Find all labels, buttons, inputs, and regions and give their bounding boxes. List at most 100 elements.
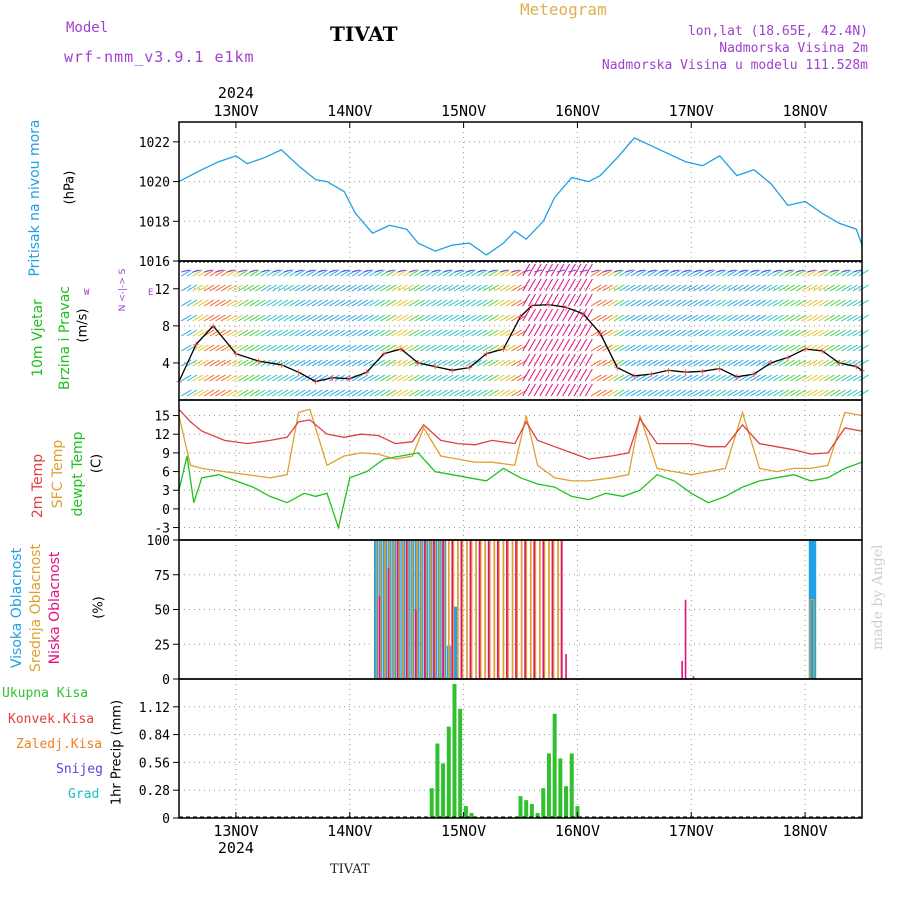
wind-barb	[750, 389, 761, 397]
wind-barb	[220, 359, 232, 367]
wind-barb	[716, 344, 727, 352]
wind-barb	[852, 269, 864, 277]
cloud-bar-mid	[489, 539, 495, 680]
wind-barb	[306, 269, 317, 277]
wind-barb	[186, 359, 198, 367]
wind-barb	[442, 284, 454, 292]
wind-barb	[579, 278, 588, 292]
precip-unit: 1hr Precip (mm)	[109, 699, 125, 806]
wind-barb	[357, 344, 368, 352]
wind-barb	[653, 314, 664, 322]
wind-barb	[494, 359, 505, 367]
wind-barb	[727, 284, 738, 292]
wind-barb	[266, 284, 277, 292]
wind-barb	[829, 344, 841, 352]
wind-speed-marker: +	[528, 301, 536, 311]
wind-barb	[676, 299, 687, 307]
wind-barb	[226, 299, 238, 307]
wind-barb	[232, 389, 243, 397]
wind-speed-marker: +	[648, 370, 656, 380]
wind-barb	[317, 329, 329, 337]
wind-barb	[357, 299, 368, 307]
wind-barb	[556, 308, 565, 322]
wind-barb	[203, 389, 215, 397]
wind-barb	[323, 284, 334, 292]
wind-barb	[704, 269, 716, 277]
wind-barb	[283, 269, 294, 277]
wind-barb	[824, 329, 835, 337]
wind-barb	[681, 359, 693, 367]
wind-barb	[545, 353, 553, 367]
wind-barb-weak	[693, 269, 702, 273]
wind-barb	[858, 314, 869, 322]
wind-barb	[687, 314, 699, 322]
wind-barb	[482, 344, 494, 352]
wind-barb	[767, 344, 778, 352]
wind-barb	[459, 284, 471, 292]
precip-bar	[458, 708, 463, 818]
wind-barb	[300, 284, 312, 292]
wind-barb	[198, 284, 209, 292]
wind-barb	[437, 374, 448, 382]
wind-barb	[721, 374, 733, 382]
wind-barb	[670, 284, 682, 292]
wind-barb	[380, 359, 391, 367]
wind-barb	[203, 344, 215, 352]
wind-barb	[647, 299, 659, 307]
wind-barb	[311, 329, 323, 337]
wind-barb	[266, 329, 277, 337]
wind-barb	[476, 374, 488, 382]
precip-bar	[558, 758, 563, 818]
wind-barb	[260, 374, 272, 382]
wind-barb	[818, 344, 830, 352]
cloud-bar-mid	[534, 539, 541, 680]
wind-barb	[476, 269, 488, 277]
wind-barb	[693, 299, 704, 307]
wind-barb	[778, 329, 790, 337]
wind-barb	[181, 389, 192, 397]
wind-barb	[437, 359, 448, 367]
wind-barb	[283, 344, 294, 352]
wind-barb	[266, 389, 277, 397]
wind-barb	[761, 344, 773, 352]
wind-barb	[659, 284, 670, 292]
wind-barb	[562, 353, 571, 367]
wind-barb-weak	[647, 269, 657, 273]
wind-barb	[767, 329, 778, 337]
wind-barb	[437, 284, 448, 292]
wind-barb	[584, 263, 593, 277]
wind-barb	[454, 284, 465, 292]
wind-barb	[716, 299, 727, 307]
panel-frame	[178, 121, 863, 262]
wind-barb	[368, 344, 380, 352]
wind-barb	[710, 389, 721, 397]
wind-barb	[215, 314, 226, 322]
x-tick-label-bottom: 18NOV	[783, 822, 828, 840]
wind-barb-weak	[488, 269, 497, 273]
wind-barb	[306, 284, 317, 292]
wind-speed-marker: +	[255, 357, 263, 367]
wind-barb	[710, 314, 721, 322]
wind-barb-weak	[852, 269, 862, 273]
wind-barb	[693, 359, 704, 367]
wind-barb	[807, 359, 818, 367]
wind-barb	[539, 338, 548, 352]
wind-barb	[181, 284, 192, 292]
wind-speed-marker: +	[716, 364, 724, 374]
wind-barb	[397, 314, 408, 322]
wind-barb	[807, 284, 818, 292]
wind-barb	[596, 299, 608, 307]
wind-barb	[556, 353, 565, 367]
y-tick-label: 1018	[139, 215, 170, 230]
cloud-bar-mid	[525, 539, 532, 680]
wind-barb	[363, 359, 374, 367]
wind-barb	[283, 389, 294, 397]
wind-barb	[590, 314, 602, 322]
wind-barb	[795, 374, 807, 382]
wind-barb	[420, 374, 431, 382]
wind-barb	[385, 269, 397, 277]
temp-2m-line	[178, 408, 863, 460]
wind-barb	[727, 299, 738, 307]
wind-barb-weak	[670, 269, 679, 273]
wind-barb	[693, 329, 704, 337]
